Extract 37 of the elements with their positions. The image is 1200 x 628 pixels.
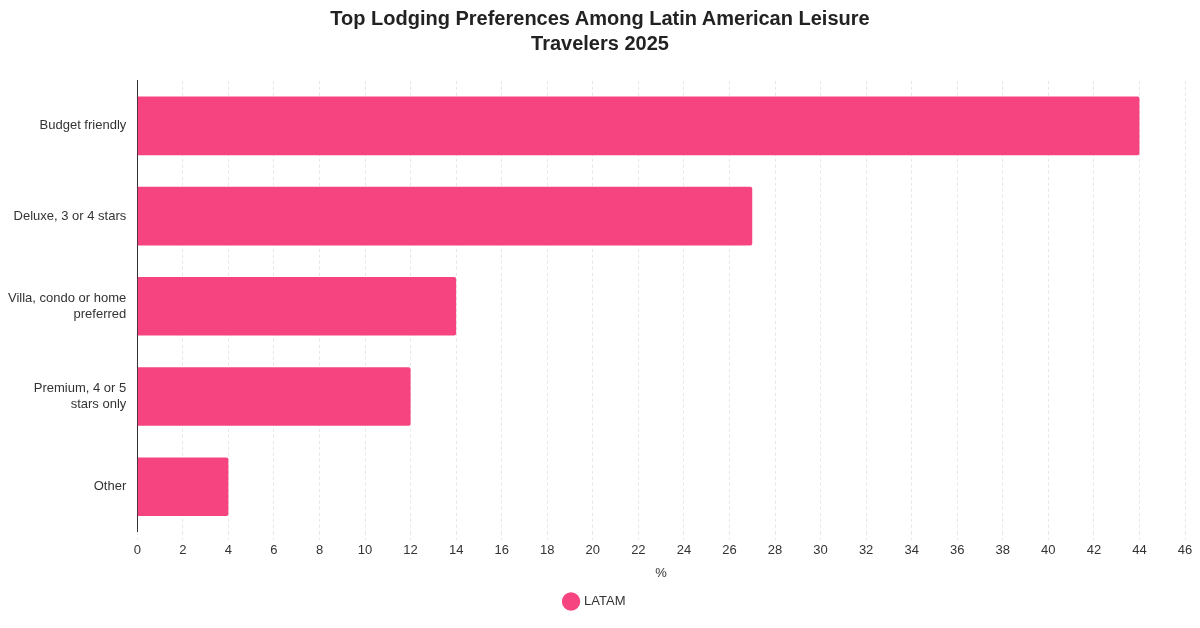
x-axis-title: %	[655, 564, 668, 580]
x-tick-label: 8	[315, 542, 324, 558]
x-tick-label: 36	[950, 542, 965, 558]
x-tick-label: 20	[585, 542, 601, 558]
y-tick-label: Villa, condo or home preferred	[7, 290, 127, 321]
y-tick-label: Premium, 4 or 5 stars only	[33, 380, 127, 411]
x-tick-label: 18	[540, 542, 555, 558]
x-tick-label: 12	[403, 542, 418, 558]
x-tick-label: 16	[494, 542, 509, 558]
y-tick-label: Deluxe, 3 or 4 stars	[13, 207, 127, 223]
x-tick-label: 26	[722, 542, 737, 558]
y-tick-label: Budget friendly	[39, 117, 127, 133]
x-tick-label: 28	[767, 542, 783, 558]
x-tick-label: 44	[1132, 542, 1147, 558]
bar	[137, 96, 1140, 156]
legend-label: LATAM	[584, 593, 626, 609]
x-tick-label: 34	[904, 542, 919, 558]
bar	[137, 276, 457, 336]
x-tick-label: 30	[813, 542, 828, 558]
x-tick-label: 42	[1086, 542, 1102, 558]
x-tick-label: 22	[631, 542, 646, 558]
bar	[137, 367, 411, 426]
y-tick-label: Other	[93, 478, 127, 494]
x-tick-label: 32	[858, 542, 874, 558]
x-tick-label: 24	[676, 542, 692, 558]
x-tick-label: 10	[357, 542, 373, 558]
x-tick-label: 38	[995, 542, 1011, 558]
bar	[137, 457, 229, 517]
x-tick-label: 6	[270, 542, 278, 558]
x-tick-label: 14	[448, 542, 464, 558]
chart-title: Top Lodging Preferences Among Latin American Leisure Travelers 2025	[329, 6, 871, 56]
x-tick-label: 4	[224, 542, 232, 558]
x-tick-label: 46	[1177, 542, 1193, 558]
x-tick-label: 40	[1041, 542, 1056, 558]
x-tick-label: 0	[133, 542, 141, 558]
bar	[137, 186, 753, 246]
x-tick-label: 2	[179, 542, 187, 558]
